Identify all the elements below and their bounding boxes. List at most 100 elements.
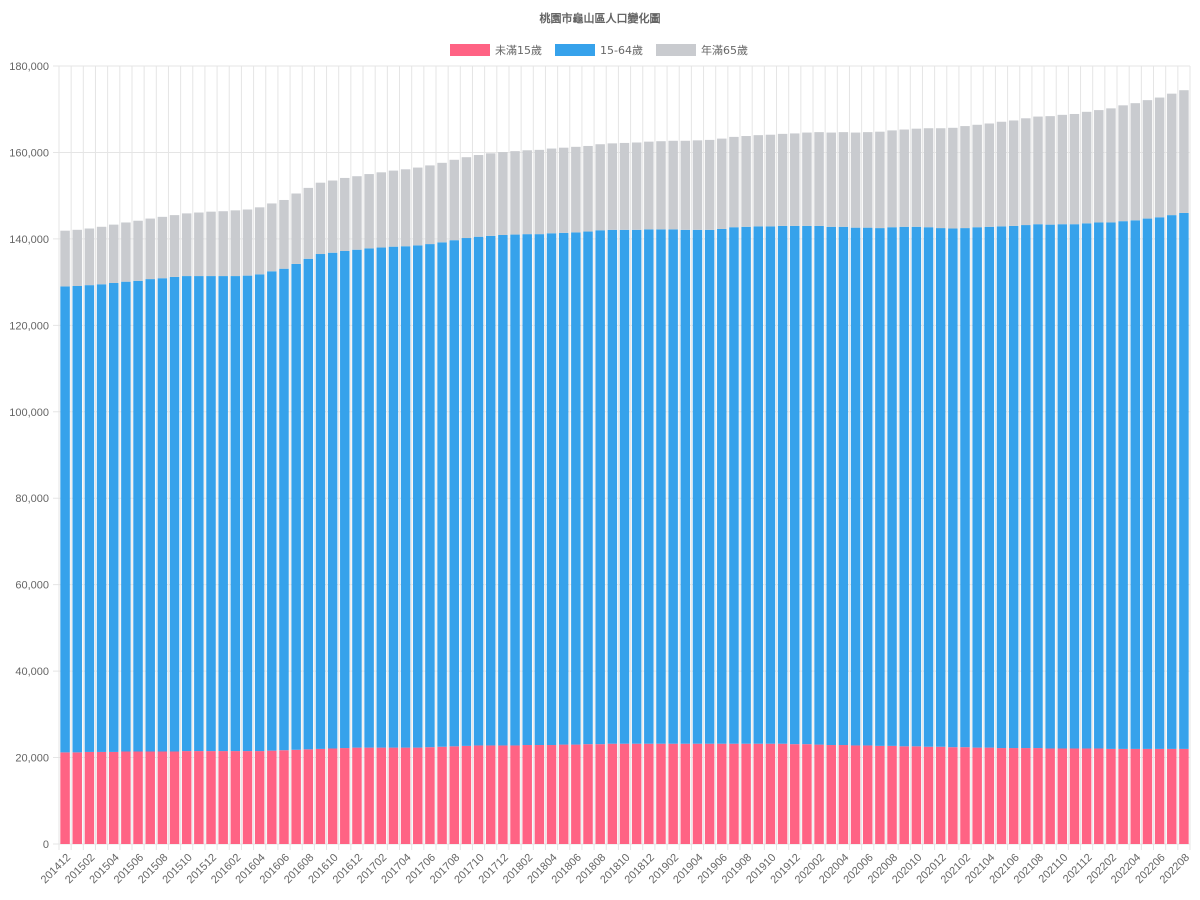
bar-segment-1 [194, 751, 204, 844]
bar-segment-2 [1118, 221, 1128, 749]
bar-segment-3 [595, 144, 605, 231]
bar-segment-2 [133, 280, 143, 752]
bar-segment-1 [1069, 748, 1080, 844]
bar-segment-3 [60, 230, 70, 287]
bar-segment-3 [400, 169, 411, 247]
bar-segment-1 [1021, 748, 1031, 844]
bar-segment-3 [1045, 116, 1055, 225]
bar-segment-2 [972, 227, 982, 748]
bar-segment-2 [996, 226, 1007, 749]
bar-segment-1 [1179, 748, 1189, 844]
bar-segment-3 [1106, 108, 1116, 223]
bar-segment-1 [218, 751, 228, 844]
bar-segment-2 [1130, 220, 1141, 749]
bar-segment-1 [692, 743, 703, 844]
bar-segment-1 [729, 743, 739, 844]
bar-segment-3 [461, 157, 472, 239]
bar-segment-1 [485, 745, 496, 844]
bar-segment-2 [437, 242, 447, 747]
bar-segment-3 [1081, 111, 1092, 224]
bar-segment-1 [1045, 748, 1055, 844]
bar-segment-1 [862, 745, 873, 844]
bar-segment-2 [498, 234, 508, 746]
bar-segment-2 [753, 226, 764, 744]
bar-segment-3 [899, 129, 909, 227]
bar-segment-3 [522, 150, 532, 235]
bar-segment-3 [862, 132, 873, 228]
bar-segment-2 [911, 226, 922, 747]
bar-segment-3 [729, 136, 739, 228]
bar-segment-1 [1057, 748, 1068, 844]
y-tick-label: 160,000 [9, 147, 49, 159]
bar-segment-2 [1094, 222, 1104, 749]
bar-segment-3 [558, 147, 569, 233]
bar-segment-1 [510, 745, 520, 844]
bar-segment-3 [850, 132, 861, 228]
bar-segment-1 [765, 743, 776, 844]
bar-segment-3 [340, 177, 350, 251]
bar-segment-3 [1057, 114, 1068, 225]
y-tick-label: 180,000 [9, 61, 49, 73]
bar-segment-1 [121, 751, 131, 844]
bar-segment-3 [376, 172, 387, 248]
bar-segment-3 [826, 132, 836, 227]
bar-segment-1 [364, 747, 374, 844]
bar-segment-2 [473, 236, 484, 746]
bar-segment-2 [1142, 218, 1153, 749]
bar-segment-2 [1008, 225, 1019, 749]
bar-segment-1 [315, 748, 326, 844]
bar-segment-3 [765, 134, 776, 227]
bar-segment-3 [84, 228, 95, 286]
bar-segment-3 [680, 140, 691, 230]
bar-segment-3 [425, 165, 435, 245]
bar-segment-1 [911, 746, 922, 844]
bar-segment-2 [327, 252, 338, 749]
bar-segment-2 [1045, 224, 1055, 749]
bar-segment-2 [790, 225, 800, 745]
bar-segment-1 [595, 744, 605, 844]
bar-segment-2 [194, 276, 204, 752]
gridlines [53, 65, 1191, 850]
bar-segment-1 [449, 746, 459, 844]
bar-segment-3 [121, 222, 131, 282]
bar-segment-1 [1167, 748, 1177, 844]
bar-segment-2 [291, 263, 301, 750]
bar-segment-2 [741, 226, 751, 744]
bar-segment-2 [607, 229, 618, 744]
bar-segment-1 [948, 747, 958, 844]
bar-segment-2 [388, 246, 399, 748]
bar-segment-1 [279, 750, 289, 844]
bar-segment-2 [777, 225, 788, 744]
bar-segment-2 [534, 234, 545, 746]
bar-segment-1 [607, 743, 618, 844]
bar-segment-1 [790, 744, 800, 844]
bar-segment-2 [364, 248, 374, 748]
bar-segment-3 [1021, 118, 1031, 226]
bar-segment-3 [254, 207, 265, 275]
bar-segment-3 [777, 133, 788, 226]
bar-segment-3 [546, 148, 557, 234]
bar-segment-2 [619, 229, 630, 744]
bar-segment-1 [267, 750, 277, 844]
y-tick-label: 140,000 [9, 234, 49, 246]
bar-segment-1 [960, 747, 970, 844]
bar-segment-2 [546, 233, 557, 746]
bar-segment-3 [741, 136, 751, 227]
bar-segment-3 [279, 199, 289, 269]
legend: 未滿15歲 15-64歲 年滿65歲 [450, 43, 748, 57]
y-tick-label: 80,000 [15, 493, 49, 505]
bar-segment-2 [485, 235, 496, 746]
x-axis: 2014122015022015042015062015082015102015… [39, 852, 1192, 886]
bar-segment-3 [996, 121, 1007, 227]
bar-segment-2 [461, 238, 472, 746]
bar-segment-3 [534, 149, 545, 235]
bar-segment-2 [1021, 225, 1031, 749]
bar-segment-3 [267, 203, 277, 272]
bar-segment-3 [717, 138, 727, 229]
bar-segment-3 [802, 132, 812, 226]
bar-segment-2 [802, 225, 812, 745]
bar-segment-3 [644, 141, 654, 230]
bar-segment-3 [449, 159, 459, 241]
